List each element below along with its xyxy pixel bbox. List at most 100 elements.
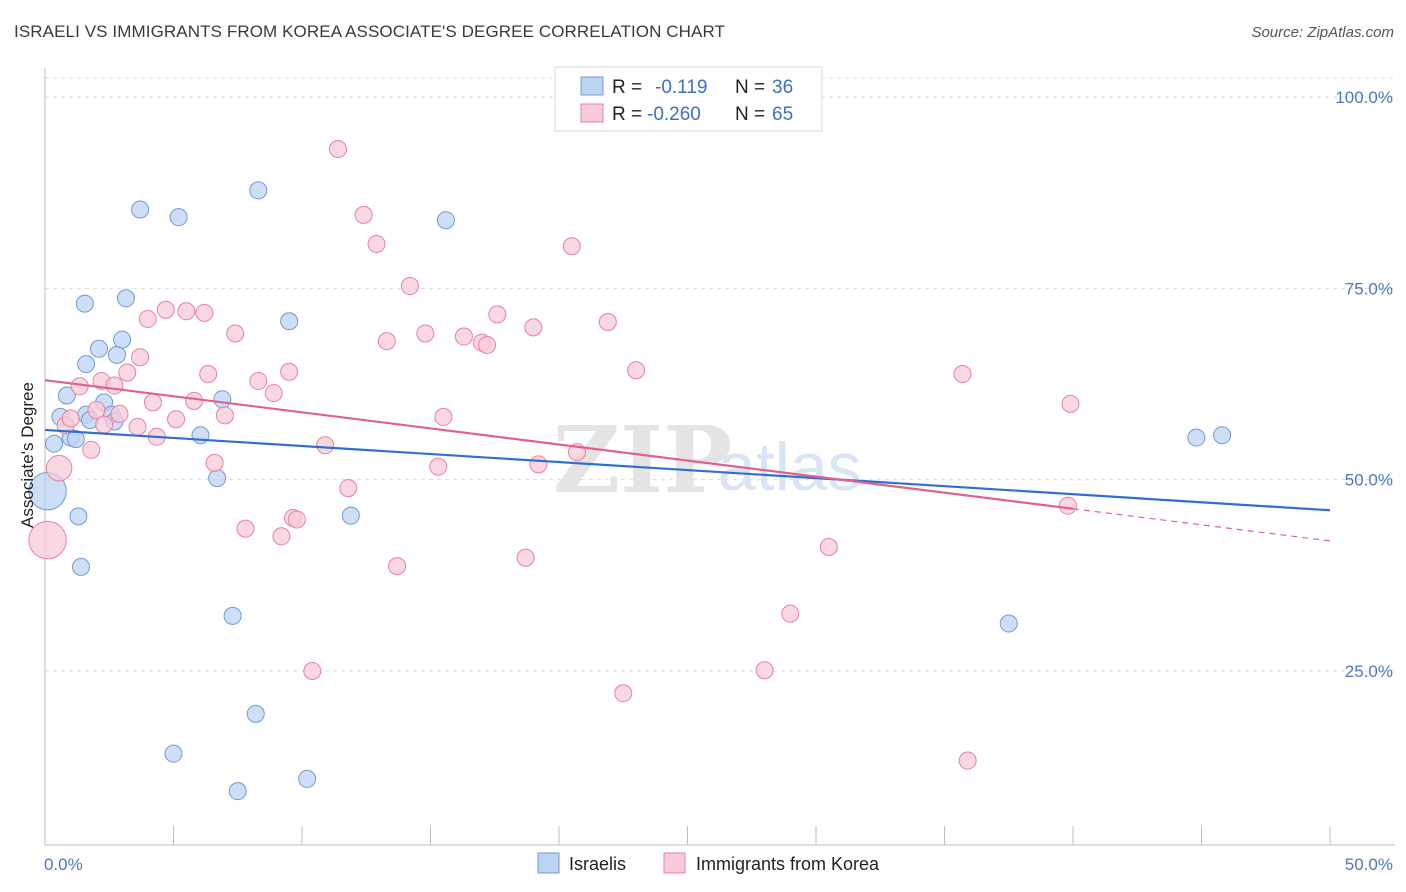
series-israelis xyxy=(28,181,1232,801)
legend-n-label-2: N = xyxy=(735,104,765,125)
trend-line-israelis xyxy=(44,428,1331,512)
x-tick-label-0: 0.0% xyxy=(44,855,83,874)
tick-labels: 25.0% 50.0% 75.0% 100.0% 0.0% 50.0% xyxy=(44,88,1393,874)
korea-point-36 xyxy=(339,479,358,498)
israelis-point-34 xyxy=(1187,428,1206,447)
korea-point-41 xyxy=(400,277,419,296)
chart-title: ISRAELI VS IMMIGRANTS FROM KOREA ASSOCIA… xyxy=(14,22,726,41)
korea-point-61 xyxy=(958,751,977,770)
korea-point-39 xyxy=(377,332,396,351)
legend-bottom-label-israelis: Israelis xyxy=(569,854,626,874)
x-tick-label-1: 50.0% xyxy=(1345,855,1393,874)
series-immigrants-from-korea xyxy=(28,140,1080,770)
israelis-point-33 xyxy=(999,614,1018,633)
korea-point-23 xyxy=(205,453,224,472)
israelis-point-25 xyxy=(280,312,299,331)
korea-point-24 xyxy=(215,406,234,425)
korea-point-50 xyxy=(529,455,548,474)
korea-point-59 xyxy=(819,538,838,557)
israelis-point-3 xyxy=(57,386,76,405)
korea-point-14 xyxy=(138,309,157,328)
israelis-point-29 xyxy=(164,744,183,763)
israelis-point-6 xyxy=(69,507,88,526)
korea-point-45 xyxy=(454,327,473,346)
korea-point-38 xyxy=(367,234,386,253)
korea-point-63 xyxy=(1061,394,1080,413)
korea-point-13 xyxy=(131,348,150,367)
legend-swatch-israelis xyxy=(580,76,604,96)
legend-n-value-2: 65 xyxy=(772,104,793,125)
y-tick-label-3: 100.0% xyxy=(1335,88,1393,107)
korea-point-35 xyxy=(328,140,347,159)
israelis-point-28 xyxy=(71,557,90,576)
korea-point-54 xyxy=(598,313,617,332)
korea-point-8 xyxy=(95,415,114,434)
israelis-point-22 xyxy=(213,390,232,409)
korea-point-6 xyxy=(87,401,106,420)
israelis-point-10 xyxy=(77,355,96,374)
israelis-point-35 xyxy=(1213,426,1232,445)
series-legend: Israelis Immigrants from Korea xyxy=(537,852,880,874)
korea-point-55 xyxy=(614,684,633,703)
korea-point-42 xyxy=(416,324,435,343)
korea-point-57 xyxy=(755,661,774,680)
israelis-point-11 xyxy=(89,339,108,358)
legend-n-label-1: N = xyxy=(735,77,765,98)
korea-point-15 xyxy=(143,393,162,412)
trend-lines xyxy=(44,379,1331,542)
israelis-point-21 xyxy=(208,469,227,488)
israelis-point-5 xyxy=(66,430,85,449)
y-tick-label-1: 50.0% xyxy=(1345,471,1393,490)
korea-point-11 xyxy=(118,363,137,382)
korea-point-26 xyxy=(236,519,255,538)
y-axis-label: Associate's Degree xyxy=(18,382,37,528)
israelis-point-17 xyxy=(116,289,135,308)
correlation-legend: R = -0.119 N = 36 R = -0.260 N = 65 xyxy=(554,66,823,132)
grid-lines xyxy=(45,77,1395,672)
legend-bottom-swatch-korea xyxy=(663,852,686,874)
korea-point-44 xyxy=(434,407,453,426)
korea-point-17 xyxy=(156,300,175,319)
legend-r-label-2: R = xyxy=(612,104,642,125)
source-label: Source: ZipAtlas.com xyxy=(1251,24,1394,41)
israelis-point-26 xyxy=(341,506,360,525)
korea-point-18 xyxy=(167,410,186,429)
israelis-point-19 xyxy=(169,208,188,227)
korea-point-52 xyxy=(562,237,581,256)
korea-point-5 xyxy=(82,440,101,459)
korea-point-56 xyxy=(627,361,646,380)
israelis-point-15 xyxy=(107,345,126,364)
korea-point-48 xyxy=(488,305,507,324)
korea-point-60 xyxy=(953,365,972,384)
korea-point-62 xyxy=(1058,496,1077,515)
korea-point-1 xyxy=(45,454,73,482)
legend-swatch-korea xyxy=(580,103,604,123)
israelis-point-24 xyxy=(249,181,268,200)
korea-point-20 xyxy=(185,391,204,410)
y-tick-label-0: 25.0% xyxy=(1345,662,1393,681)
watermark-zip: ZIP xyxy=(553,406,732,514)
korea-point-33 xyxy=(303,662,322,680)
legend-r-value-1: -0.119 xyxy=(655,77,707,98)
korea-point-58 xyxy=(781,604,800,623)
israelis-point-32 xyxy=(298,769,317,788)
israelis-point-1 xyxy=(44,434,63,453)
korea-point-32 xyxy=(287,510,306,529)
legend-bottom-swatch-israelis xyxy=(537,852,560,874)
trend-line-korea xyxy=(44,379,1074,510)
korea-point-34 xyxy=(316,436,335,455)
watermark: ZIP atlas xyxy=(553,406,862,514)
korea-point-28 xyxy=(264,384,283,403)
korea-point-30 xyxy=(272,527,291,546)
israelis-point-31 xyxy=(246,704,265,723)
korea-point-27 xyxy=(249,371,268,390)
israelis-point-23 xyxy=(223,606,242,625)
trend-line-korea-extension xyxy=(1072,508,1331,542)
korea-point-0 xyxy=(28,520,67,560)
israelis-point-16 xyxy=(113,330,132,349)
korea-point-51 xyxy=(524,318,543,337)
israelis-point-20 xyxy=(191,426,210,445)
israelis-point-27 xyxy=(436,211,455,230)
israelis-point-18 xyxy=(131,200,150,219)
